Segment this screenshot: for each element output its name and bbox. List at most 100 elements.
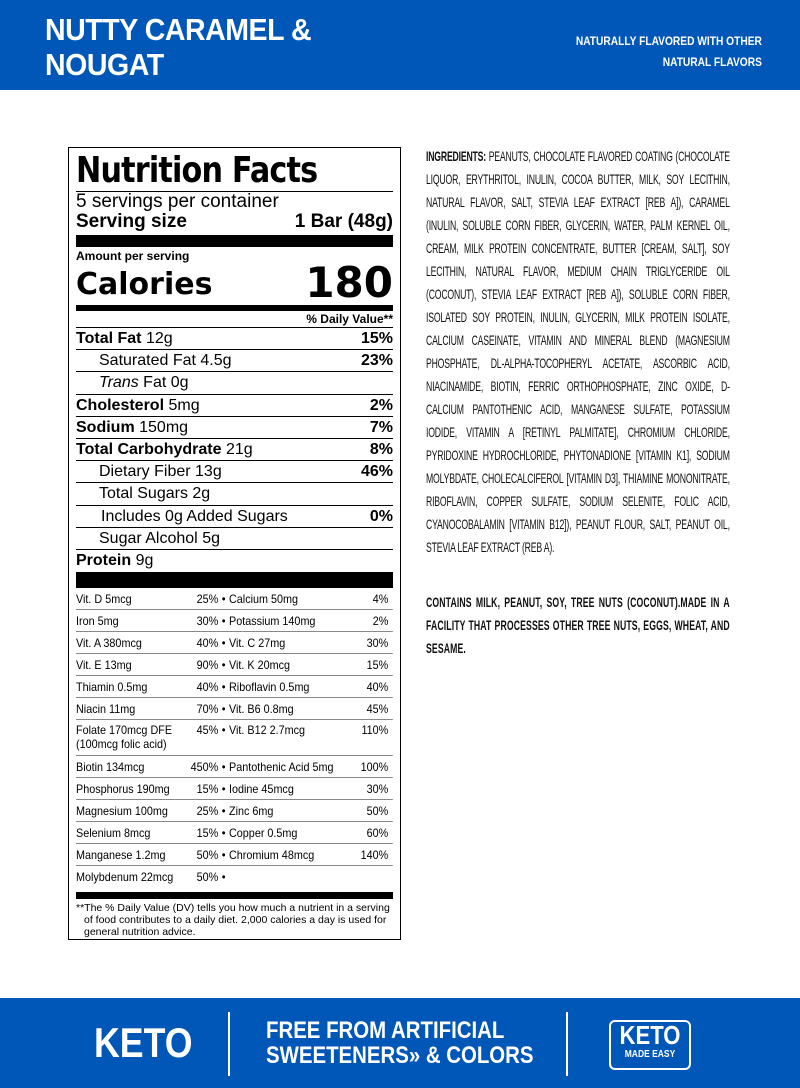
nutrient-label: Dietary Fiber: [99, 463, 191, 481]
nutrient-label: Total Fat: [76, 330, 142, 347]
free-from-claim: FREE FROM ARTIFICIAL SWEETENERS» & COLORS: [266, 1018, 534, 1068]
bullet: •: [221, 781, 226, 796]
vitamin-row: Phosphorus 190mg 15% • Iodine 45mcg 30%: [76, 778, 393, 801]
mineral-name: Pantothenic Acid 5mg: [229, 759, 334, 774]
keto-text: KETO: [94, 1019, 193, 1066]
divider: [228, 1012, 230, 1076]
note-line: NATURALLY FLAVORED WITH OTHER: [575, 34, 762, 48]
claim-line: FREE FROM ARTIFICIAL: [266, 1017, 505, 1044]
mineral-dv: 40%: [366, 679, 389, 694]
nutrient-amount: 2g: [192, 485, 211, 503]
nutrient-amount: 5g: [202, 529, 220, 547]
nutrient-row: Trans Fat 0g: [76, 372, 393, 395]
claim-line: SWEETENERS» & COLORS: [266, 1042, 534, 1069]
ingredients-text: PEANUTS, CHOCOLATE FLAVORED COATING (CHO…: [426, 148, 730, 555]
nutrient-row: Protein 9g: [76, 550, 393, 572]
vitamin-name: Selenium 8mcg: [76, 825, 151, 840]
mineral-name: Vit. C 27mg: [229, 635, 286, 650]
nutrient-label: Protein: [76, 551, 132, 569]
vitamin-dv: 50%: [196, 847, 219, 862]
mineral-name: Vit. B12 2.7mcg: [229, 723, 306, 738]
bullet: •: [221, 657, 226, 672]
bullet: •: [221, 635, 226, 650]
footnote: **The % Daily Value (DV) tells you how m…: [76, 892, 393, 938]
vitamin-row: Folate 170mcg DFE (100mcg folic acid) 45%…: [76, 720, 393, 757]
vitamin-row: Biotin 134mcg 450% • Pantothenic Acid 5mg 10…: [76, 756, 393, 779]
divider: [76, 572, 393, 589]
nutrient-row: Sugar Alcohol 5g: [76, 528, 393, 550]
nutrient-name: Total Sugars 2g: [99, 483, 210, 504]
daily-value-header: % Daily Value**: [76, 311, 393, 328]
amount-per-serving: Amount per serving: [76, 249, 190, 263]
mineral-name: Chromium 48mcg: [229, 847, 315, 862]
badge-bottom: MADE EASY: [624, 1049, 676, 1060]
vitamin-name: Niacin 11mg: [76, 701, 136, 716]
vitamin-row: Vit. D 5mcg 25% • Calcium 50mg 4%: [76, 588, 393, 611]
keto-made-easy-logo: KETO MADE EASY: [609, 1020, 691, 1070]
mineral-dv: 45%: [366, 701, 389, 716]
nutrient-name: Trans Fat 0g: [99, 372, 189, 393]
nutrient-amount: 4.5g: [200, 352, 232, 370]
divider: [76, 305, 393, 311]
vitamin-name: Thiamin 0.5mg: [76, 679, 148, 694]
vitamin-row: Vit. E 13mg 90% • Vit. K 20mcg 15%: [76, 654, 393, 677]
bullet: •: [221, 723, 226, 738]
nutrient-dv: 8%: [369, 440, 393, 458]
vitamin-dv: 15%: [196, 781, 219, 796]
bullet: •: [221, 870, 226, 885]
bullet: •: [221, 825, 226, 840]
mineral-name: Vit. K 20mcg: [229, 657, 291, 672]
nutrient-dv: 0%: [369, 507, 393, 525]
mineral-dv: 30%: [366, 635, 389, 650]
nutrient-dv: 23%: [360, 352, 393, 370]
vitamin-name: Molybdenum 22mcg: [76, 870, 174, 885]
vitamin-name: Iron 5mg: [76, 613, 119, 628]
nutrient-label: Total Carbohydrate: [76, 440, 222, 458]
mineral-dv: 140%: [360, 847, 389, 862]
calories-label: Calories: [76, 267, 213, 302]
nutrition-facts-label: Nutrition Facts 5 servings per container…: [68, 147, 401, 940]
nutrient-label: Cholesterol: [76, 396, 165, 414]
nutrient-amount: 150mg: [139, 418, 189, 436]
bullet: •: [221, 803, 226, 818]
nutrient-dv: 2%: [369, 396, 393, 414]
nutrient-amount: 5mg: [168, 396, 200, 414]
flavor-note: NATURALLY FLAVORED WITH OTHER NATURAL FLA…: [576, 31, 762, 73]
vitamin-dv: 25%: [196, 591, 219, 606]
nutrient-row: Saturated Fat 4.5g 23%: [76, 350, 393, 373]
ingredients-label: INGREDIENTS:: [426, 148, 486, 164]
vitamin-name: Vit. D 5mcg: [76, 591, 132, 606]
nutrient-row: Cholesterol 5mg 2%: [76, 395, 393, 417]
mineral-dv: 30%: [366, 781, 389, 796]
mineral-name: Copper 0.5mg: [229, 825, 298, 840]
nutrient-dv: 46%: [360, 463, 393, 481]
nutrient-row: Includes 0g Added Sugars 0%: [76, 506, 393, 528]
mineral-name: Potassium 140mg: [229, 613, 316, 628]
title-line: NUTTY CARAMEL &: [45, 12, 312, 47]
nutrient-row: Sodium 150mg 7%: [76, 417, 393, 439]
nutrient-name: Total Fat 12g: [76, 328, 173, 349]
vitamin-row: Molybdenum 22mcg 50% •: [76, 866, 393, 888]
nutrient-amount: 21g: [225, 440, 253, 458]
nutrient-amount: 13g: [195, 463, 222, 481]
nutrient-list: Total Fat 12g 15% Saturated Fat 4.5g 23% Tra…: [76, 328, 393, 572]
vitamin-row: Niacin 11mg 70% • Vit. B6 0.8mg 45%: [76, 698, 393, 721]
vitamin-dv: 40%: [196, 679, 219, 694]
mineral-name: Vit. B6 0.8mg: [229, 701, 294, 716]
mineral-name: Riboflavin 0.5mg: [229, 679, 310, 694]
serving-size-label: Serving size: [76, 211, 187, 232]
bullet: •: [221, 847, 226, 862]
title-line: NOUGAT: [45, 47, 164, 82]
footer-banner: KETO FREE FROM ARTIFICIAL SWEETENERS» & C…: [0, 998, 800, 1088]
label-title: Nutrition Facts: [76, 150, 318, 191]
vitamin-row: Selenium 8mcg 15% • Copper 0.5mg 60%: [76, 822, 393, 845]
ingredients: INGREDIENTS: PEANUTS, CHOCOLATE FLAVORED…: [426, 145, 730, 559]
nutrient-label: Saturated Fat: [99, 352, 196, 370]
allergen-statement: CONTAINS MILK, PEANUT, SOY, TREE NUTS (C…: [426, 594, 730, 656]
ingredients-column: INGREDIENTS: PEANUTS, CHOCOLATE FLAVORED…: [426, 145, 730, 660]
nutrient-label: Includes 0g Added Sugars: [101, 507, 288, 525]
servings-per-container: 5 servings per container: [76, 191, 393, 212]
divider: [566, 1012, 568, 1076]
nutrient-name: Saturated Fat 4.5g: [99, 350, 232, 371]
vitamin-row: Iron 5mg 30% • Potassium 140mg 2%: [76, 610, 393, 633]
